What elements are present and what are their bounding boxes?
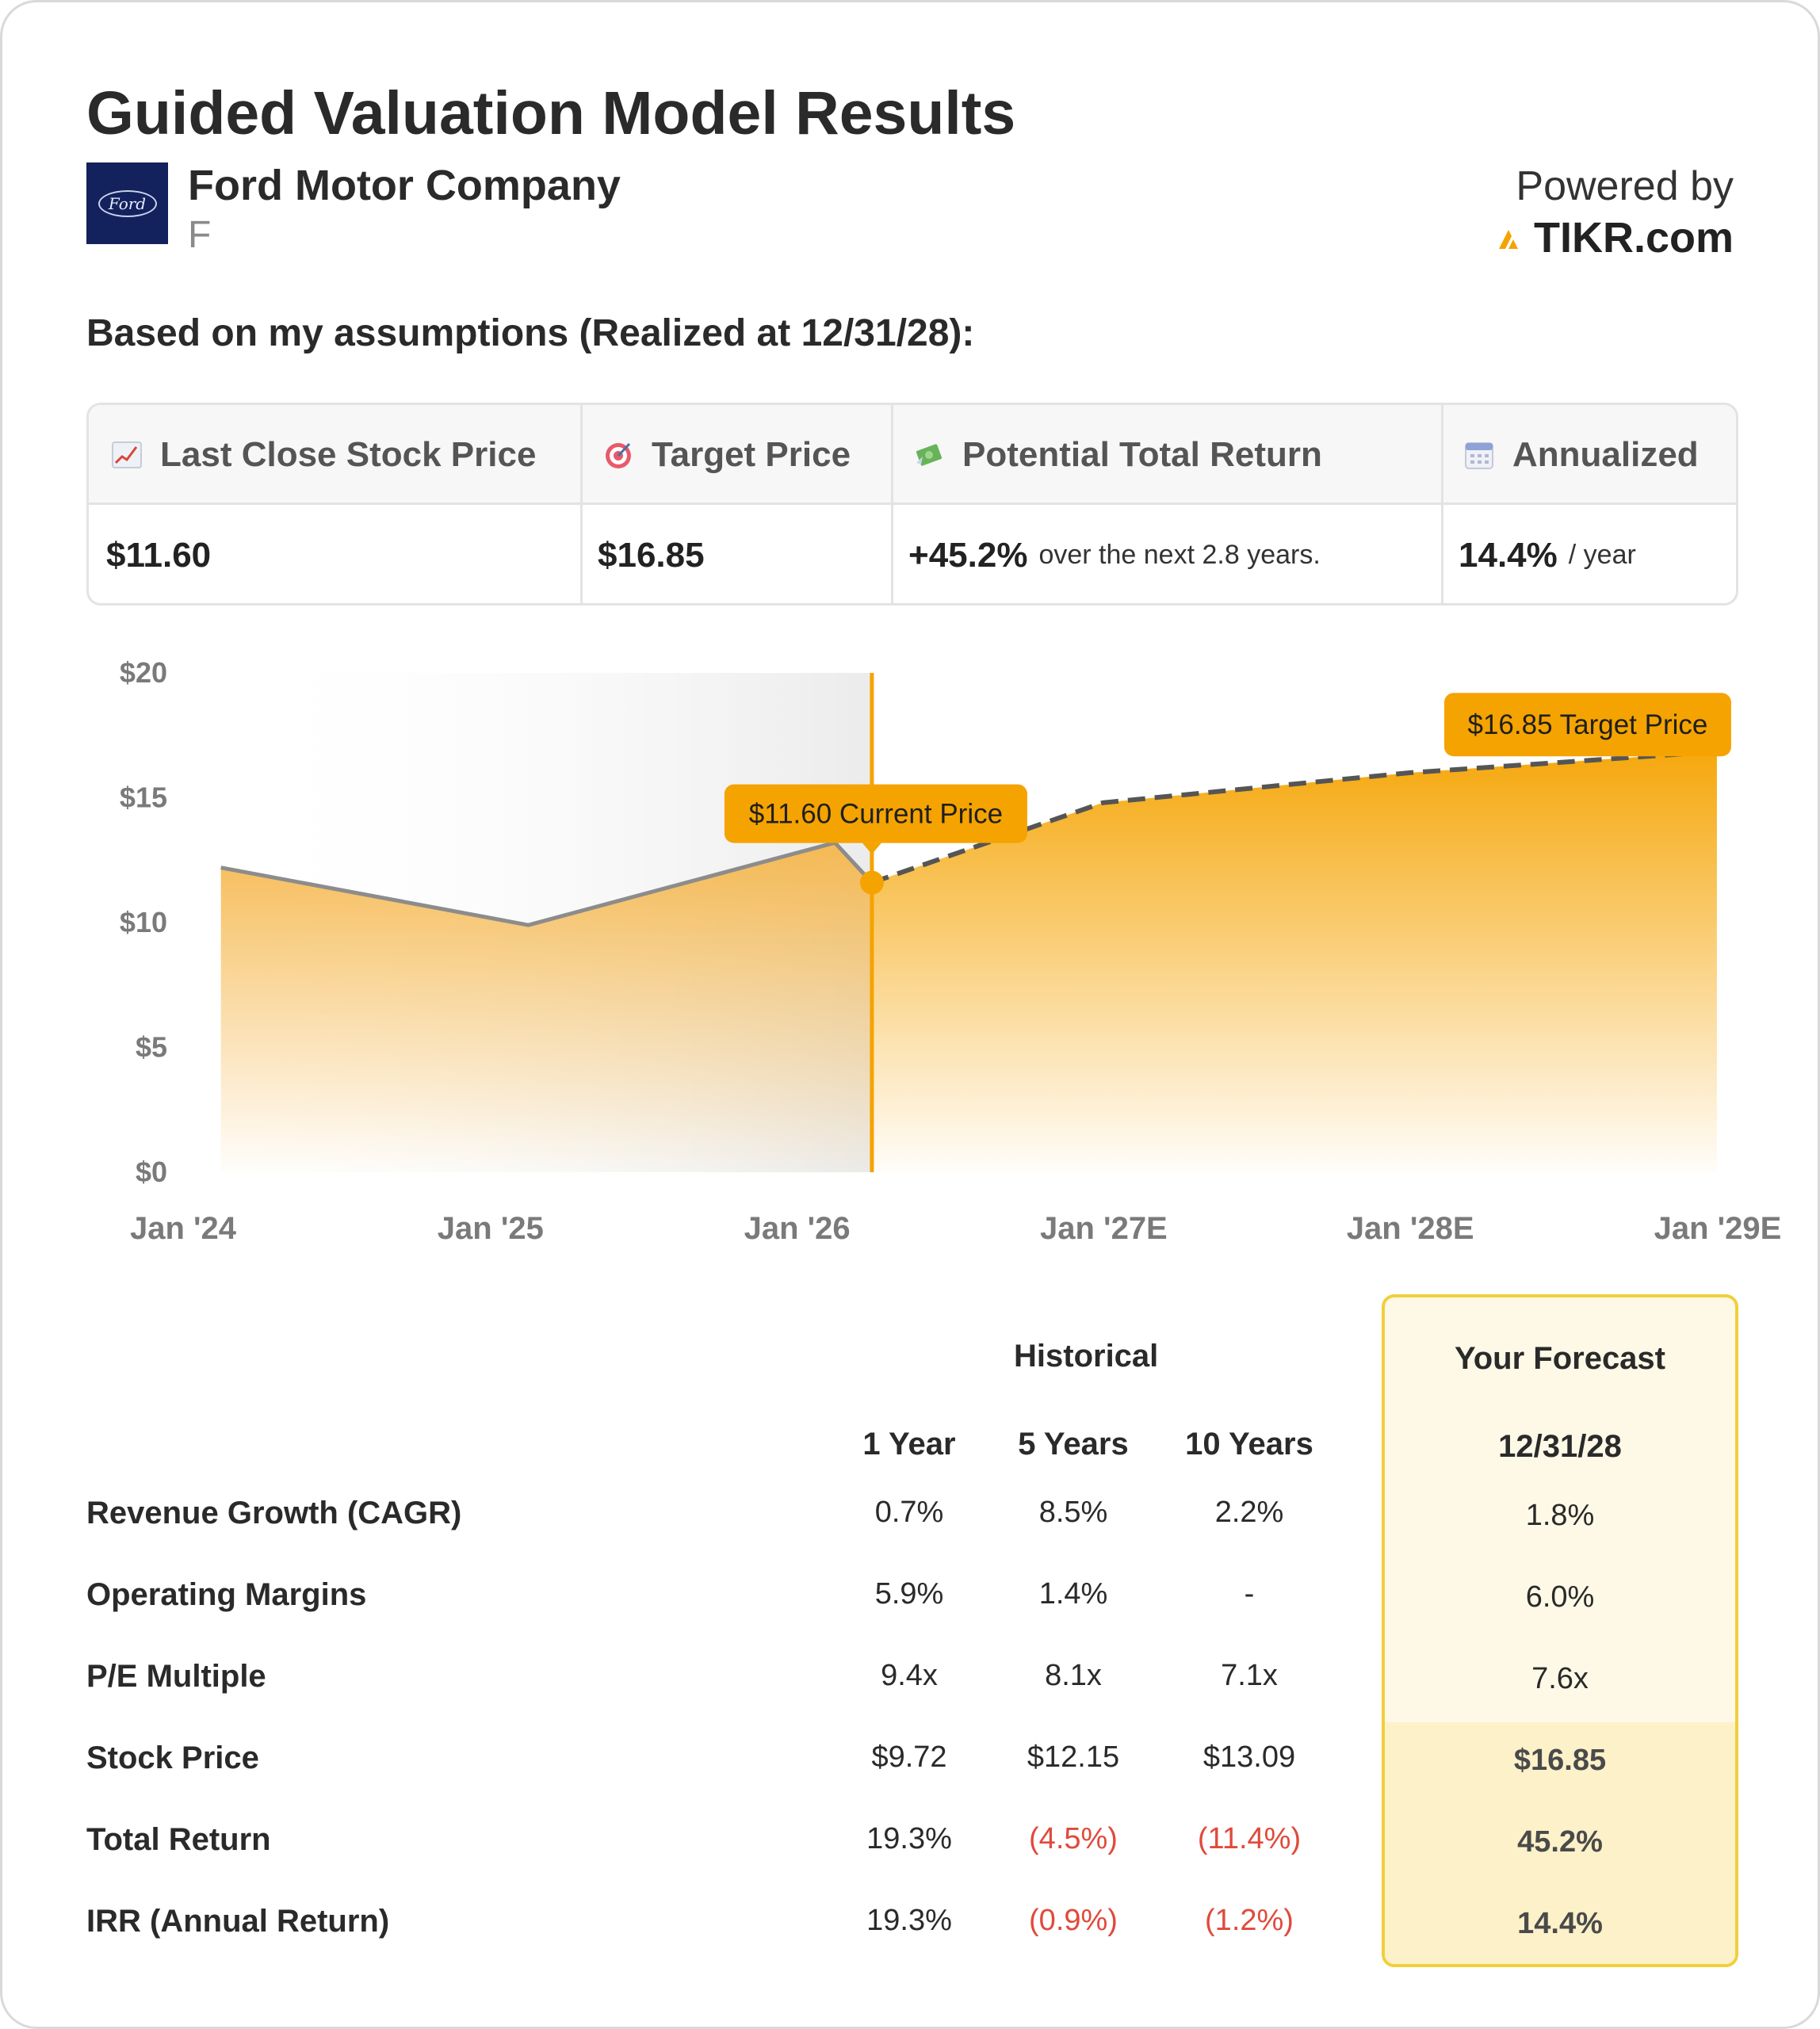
row-label: Revenue Growth (CAGR) <box>86 1496 462 1530</box>
forecast-value: 6.0% <box>1525 1580 1595 1614</box>
summary-table: Last Close Stock Price Target Price Pote… <box>86 403 1738 606</box>
x-tick-label: Jan '28E <box>1347 1211 1474 1246</box>
historical-value: 19.3% <box>866 1822 952 1855</box>
column-header: 5 Years <box>1018 1427 1129 1462</box>
last-close-value: $11.60 <box>106 535 212 575</box>
summary-divider <box>891 405 893 603</box>
historical-value: 8.5% <box>1038 1496 1108 1529</box>
forecast-highlight <box>1385 1722 1735 1964</box>
return-value: +45.2% <box>908 535 1028 575</box>
target-price-callout <box>1443 693 1731 757</box>
annualized-header: Annualized <box>1463 405 1699 505</box>
historical-value: 8.1x <box>1045 1659 1102 1692</box>
historical-value: 7.1x <box>1221 1659 1278 1692</box>
historical-price-line <box>220 840 874 927</box>
annualized-value: 14.4% <box>1459 535 1558 575</box>
annualized-label: Annualized <box>1512 435 1699 474</box>
y-tick-label: $5 <box>136 1031 167 1064</box>
tikr-brand-text: TIKR.com <box>1533 214 1734 262</box>
forecast-panel <box>1382 1294 1738 1967</box>
annualized-note: / year <box>1568 540 1636 570</box>
historical-value: 0.7% <box>874 1496 944 1529</box>
powered-by-label: Powered by <box>1516 163 1734 209</box>
historical-value: 9.4x <box>881 1659 938 1692</box>
assumptions-subtitle: Based on my assumptions (Realized at 12/… <box>86 312 975 354</box>
y-tick-label: $0 <box>136 1156 167 1188</box>
valuation-chart: $0 $5 $10 $15 $20 Jan '24 Jan '25 Jan '26 Jan '2… <box>120 656 1782 1246</box>
x-tick-label: Jan '24 <box>130 1211 237 1246</box>
tikr-logo-icon <box>1498 230 1518 249</box>
target-header: Target Price <box>602 405 851 505</box>
last-close-header: Last Close Stock Price <box>111 405 536 505</box>
historical-value: 19.3% <box>866 1904 952 1937</box>
forecast-value: 1.8% <box>1525 1499 1595 1532</box>
annualized-cell: 14.4% / year <box>1459 505 1636 603</box>
historical-header: Historical <box>1014 1339 1159 1374</box>
return-note: over the next 2.8 years. <box>1038 540 1321 570</box>
row-label: IRR (Annual Return) <box>86 1904 390 1939</box>
y-tick-label: $10 <box>120 906 167 938</box>
x-tick-label: Jan '29E <box>1654 1211 1782 1246</box>
summary-divider <box>1441 405 1443 603</box>
row-label: P/E Multiple <box>86 1659 266 1694</box>
x-tick-label: Jan '25 <box>438 1211 544 1246</box>
forecast-value: 45.2% <box>1517 1825 1603 1859</box>
historical-value: $12.15 <box>1027 1741 1120 1774</box>
historical-value: (1.2%) <box>1205 1904 1294 1937</box>
ford-logo: Ford <box>86 162 168 244</box>
x-tick-label: Jan '27E <box>1040 1211 1168 1246</box>
forecast-header: Your Forecast <box>1455 1341 1665 1376</box>
money-with-wings-icon <box>916 444 942 466</box>
company-name: Ford Motor Company <box>188 162 621 209</box>
historical-value: (0.9%) <box>1029 1904 1118 1937</box>
x-tick-label: Jan '26 <box>744 1211 851 1246</box>
ticker-symbol: F <box>188 214 212 256</box>
y-tick-label: $15 <box>120 781 167 814</box>
calendar-icon <box>1465 442 1493 469</box>
target-label: Target Price <box>652 435 851 474</box>
historical-value: (11.4%) <box>1197 1822 1302 1855</box>
y-tick-label: $20 <box>120 656 167 689</box>
tikr-brand[interactable]: TIKR.com <box>1497 213 1734 262</box>
return-cell: +45.2% over the next 2.8 years. <box>908 505 1321 603</box>
historical-value: 5.9% <box>874 1577 944 1611</box>
current-price-callout-pointer <box>862 843 881 854</box>
target-value: $16.85 <box>598 535 705 575</box>
summary-divider <box>580 405 583 603</box>
return-header: Potential Total Return <box>913 405 1322 505</box>
ford-logo-oval: Ford <box>98 189 157 217</box>
historical-value: 1.4% <box>1038 1577 1108 1611</box>
column-header: 1 Year <box>862 1427 956 1462</box>
historical-value: $13.09 <box>1202 1741 1296 1774</box>
current-price-label: $11.60 Current Price <box>749 799 1003 830</box>
row-label: Operating Margins <box>86 1577 367 1612</box>
target-icon <box>606 442 631 468</box>
column-header: 10 Years <box>1185 1427 1313 1462</box>
row-label: Total Return <box>86 1822 271 1857</box>
last-close-label: Last Close Stock Price <box>160 435 537 474</box>
target-price-label: $16.85 Target Price <box>1467 709 1707 740</box>
chart-increasing-icon <box>112 441 142 468</box>
return-label: Potential Total Return <box>962 435 1322 474</box>
historical-value: $9.72 <box>871 1741 947 1774</box>
summary-header-row <box>89 405 1736 505</box>
current-price-marker <box>859 870 884 895</box>
historical-value: (4.5%) <box>1029 1822 1118 1855</box>
forecast-value: 7.6x <box>1531 1662 1589 1695</box>
historical-area <box>220 843 872 1172</box>
forecast-area <box>871 751 1717 1172</box>
forecast-value: 14.4% <box>1517 1907 1603 1940</box>
historical-value: - <box>1244 1577 1255 1611</box>
row-label: Stock Price <box>86 1741 259 1775</box>
current-price-callout <box>724 784 1027 843</box>
forecast-value: $16.85 <box>1513 1744 1607 1777</box>
page-title: Guided Valuation Model Results <box>86 79 1016 147</box>
forecast-date: 12/31/28 <box>1498 1429 1622 1464</box>
historical-value: 2.2% <box>1214 1496 1284 1529</box>
